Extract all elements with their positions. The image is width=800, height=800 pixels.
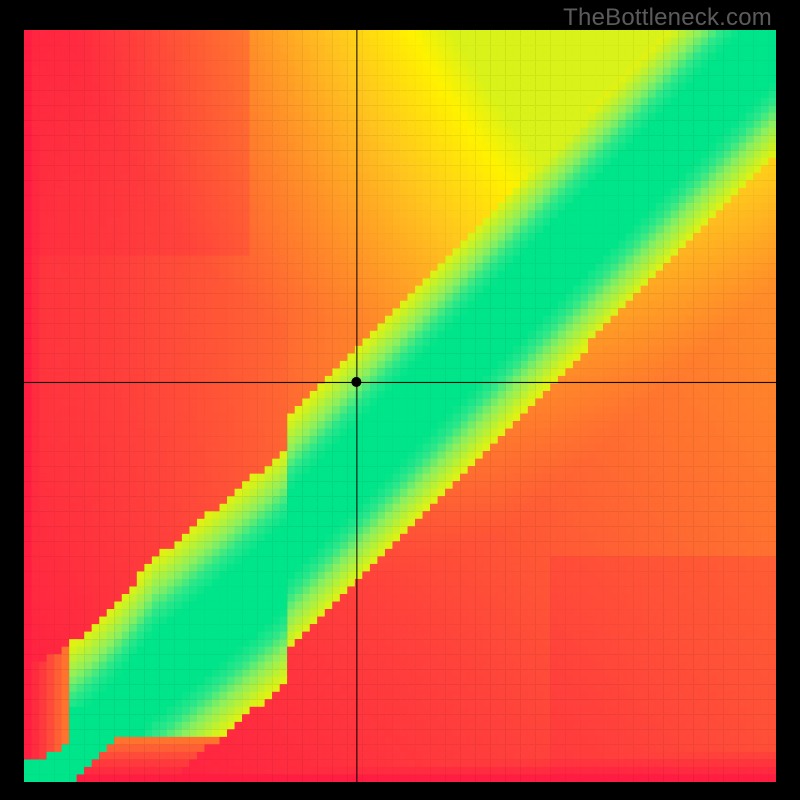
bottleneck-heatmap: [24, 30, 776, 782]
chart-frame: [24, 30, 776, 782]
watermark-text: TheBottleneck.com: [563, 4, 772, 32]
